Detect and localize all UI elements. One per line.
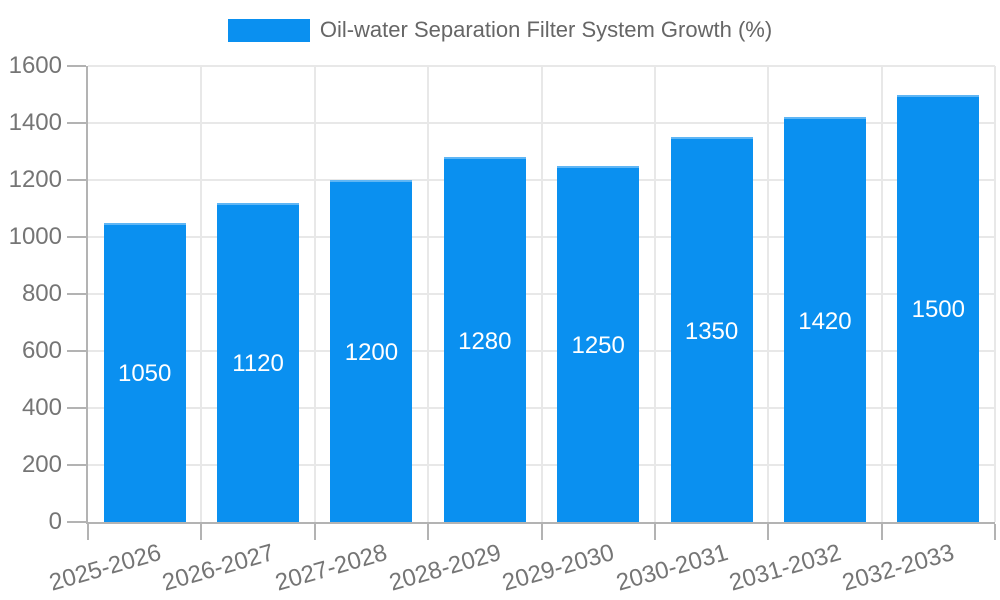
y-axis-tick-label: 1200 xyxy=(8,166,62,193)
x-axis-tick xyxy=(994,524,996,540)
bar-value-label: 1500 xyxy=(911,296,965,324)
y-axis-tick-label: 200 xyxy=(21,451,62,478)
y-axis-tick xyxy=(67,236,86,238)
y-axis-tick xyxy=(67,122,86,124)
gridline-vertical xyxy=(200,66,203,522)
bar-2026-2027[interactable]: 1120 xyxy=(217,202,300,522)
gridline-vertical xyxy=(994,66,996,522)
bar-value-label: 1350 xyxy=(684,317,739,345)
x-axis-line xyxy=(86,522,995,524)
y-axis-tick xyxy=(67,464,86,466)
y-axis-tick-label: 0 xyxy=(48,508,62,535)
bar-value-label: 1200 xyxy=(344,339,399,366)
x-axis-tick xyxy=(87,524,89,540)
x-axis-tick xyxy=(767,524,770,540)
bar-value-label: 1250 xyxy=(571,331,625,359)
bar-value-label: 1120 xyxy=(232,350,284,378)
x-axis-tick-label: 2025-2026 xyxy=(46,539,164,597)
y-axis-tick xyxy=(67,65,86,68)
x-axis-tick xyxy=(427,524,430,540)
x-axis-tick xyxy=(313,524,316,540)
gridline-vertical xyxy=(313,66,316,522)
y-axis-tick-label: 1000 xyxy=(8,223,62,250)
bar-value-label: 1280 xyxy=(458,327,512,355)
x-axis-tick-label: 2027-2028 xyxy=(272,539,391,597)
bar-2032-2033[interactable]: 1500 xyxy=(897,94,980,522)
x-axis-tick-label: 2030-2031 xyxy=(612,539,731,597)
gridline-vertical xyxy=(880,66,883,522)
x-axis-tick-label: 2028-2029 xyxy=(386,539,504,597)
legend: Oil-water Separation Filter System Growt… xyxy=(0,17,1000,43)
y-axis-tick-label: 800 xyxy=(21,280,62,307)
y-axis-tick xyxy=(67,350,86,352)
y-axis-line xyxy=(86,66,88,524)
gridline-vertical xyxy=(653,66,656,522)
y-axis-tick xyxy=(67,179,86,181)
gridline-vertical xyxy=(427,66,430,522)
bar-2029-2030[interactable]: 1250 xyxy=(557,165,640,522)
y-axis-tick xyxy=(67,407,86,409)
legend-item[interactable]: Oil-water Separation Filter System Growt… xyxy=(227,17,773,43)
x-axis-tick-label: 2029-2030 xyxy=(499,539,618,597)
x-axis-tick-label: 2032-2033 xyxy=(839,539,958,597)
y-axis-tick-label: 1600 xyxy=(8,52,62,79)
x-axis-tick-label: 2026-2027 xyxy=(159,539,278,597)
bar-2030-2031[interactable]: 1350 xyxy=(670,137,753,522)
y-axis-tick-label: 1400 xyxy=(8,109,62,136)
y-axis-tick xyxy=(67,521,86,523)
y-axis-tick xyxy=(67,293,86,295)
x-axis-tick-label: 2031-2032 xyxy=(726,539,845,597)
plot-area: 1600 1400 1200 1000 800 600 400 200 0 1050 2025-20… xyxy=(9,53,996,597)
gridline-vertical xyxy=(767,66,770,522)
bar-2031-2032[interactable]: 1420 xyxy=(783,117,866,522)
bar-2028-2029[interactable]: 1280 xyxy=(443,157,526,522)
x-axis-tick xyxy=(200,524,203,540)
legend-swatch-icon xyxy=(227,18,310,42)
legend-label: Oil-water Separation Filter System Growt… xyxy=(319,17,773,42)
bar-2025-2026[interactable]: 1050 xyxy=(103,222,186,522)
bar-2027-2028[interactable]: 1200 xyxy=(330,180,413,522)
x-axis-tick xyxy=(540,524,543,540)
y-axis-tick-label: 400 xyxy=(21,394,62,421)
gridline-vertical xyxy=(540,66,543,522)
y-axis-tick-label: 600 xyxy=(21,337,62,364)
x-axis-tick xyxy=(880,524,883,540)
bar-value-label: 1050 xyxy=(117,360,172,388)
bar-value-label: 1420 xyxy=(798,307,852,335)
x-axis-tick xyxy=(653,524,656,540)
